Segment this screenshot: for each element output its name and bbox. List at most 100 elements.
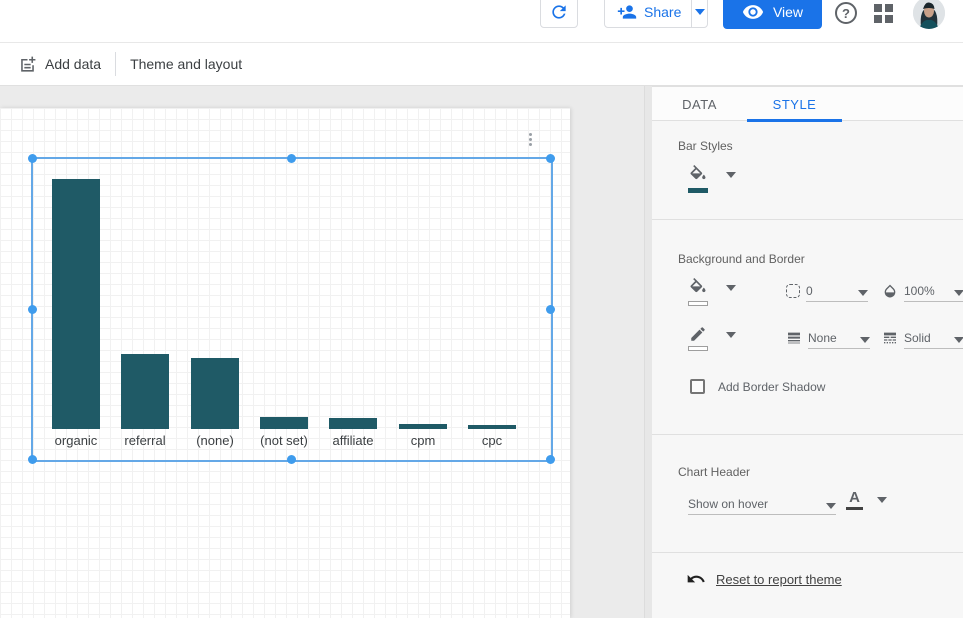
chevron-down-icon bbox=[726, 332, 736, 338]
add-data-label: Add data bbox=[45, 56, 102, 72]
workspace: organic referral (none) (not set) affiliate c… bbox=[0, 86, 963, 618]
refresh-icon bbox=[549, 2, 569, 22]
selection-handle[interactable] bbox=[28, 154, 37, 163]
paint-bucket-icon bbox=[688, 278, 708, 298]
section-title-background-border: Background and Border bbox=[678, 252, 805, 266]
opacity-icon bbox=[882, 283, 898, 299]
chart-menu-button[interactable] bbox=[524, 133, 536, 153]
line-style-icon bbox=[882, 330, 898, 346]
opacity-value: 100% bbox=[904, 283, 935, 298]
font-color-icon: A bbox=[846, 490, 863, 510]
help-button[interactable]: ? bbox=[835, 2, 857, 24]
reset-to-report-theme-link[interactable]: Reset to report theme bbox=[716, 571, 842, 587]
share-split-button: Share bbox=[604, 0, 708, 28]
undo-icon bbox=[686, 569, 706, 589]
chevron-down-icon bbox=[954, 337, 963, 343]
bar-color-swatch bbox=[688, 188, 708, 193]
corner-radius-value: 0 bbox=[806, 283, 813, 298]
tab-data[interactable]: DATA bbox=[682, 96, 717, 112]
avatar[interactable] bbox=[913, 0, 945, 29]
selection-handle[interactable] bbox=[546, 304, 555, 314]
chevron-down-icon bbox=[694, 9, 705, 15]
add-data-icon bbox=[18, 55, 37, 74]
app-bar: Share View ? bbox=[0, 0, 963, 43]
chevron-down-icon bbox=[877, 497, 887, 503]
chevron-down-icon bbox=[826, 503, 836, 509]
selection-handle[interactable] bbox=[28, 455, 37, 464]
apps-grid-button[interactable] bbox=[874, 4, 893, 23]
pencil-icon bbox=[689, 325, 707, 343]
share-dropdown-button[interactable] bbox=[691, 0, 707, 27]
opacity-field[interactable]: 100% bbox=[882, 280, 963, 302]
theme-layout-label: Theme and layout bbox=[130, 56, 243, 72]
bar[interactable] bbox=[329, 418, 377, 429]
add-border-shadow-checkbox[interactable] bbox=[690, 379, 705, 394]
bar[interactable] bbox=[260, 417, 308, 429]
section-title-bar-styles: Bar Styles bbox=[678, 139, 733, 153]
share-button[interactable]: Share bbox=[605, 0, 691, 27]
apps-grid-icon bbox=[874, 4, 882, 12]
panel-tab-bar: DATA STYLE bbox=[652, 87, 963, 122]
border-style-field[interactable]: Solid bbox=[882, 327, 963, 349]
bar[interactable] bbox=[399, 424, 447, 429]
section-divider bbox=[652, 219, 963, 220]
selection-handle[interactable] bbox=[546, 154, 555, 163]
chevron-down-icon bbox=[954, 290, 963, 296]
paint-bucket-icon bbox=[688, 165, 708, 185]
background-color-swatch bbox=[688, 301, 708, 306]
bar-label: affiliate bbox=[332, 433, 374, 448]
border-weight-field[interactable]: None bbox=[786, 327, 870, 349]
corner-radius-icon bbox=[786, 284, 800, 298]
view-button-label: View bbox=[772, 4, 804, 20]
style-properties-panel: DATA STYLE Bar Styles Background and Bor… bbox=[652, 86, 963, 618]
panel-scrollbar[interactable] bbox=[644, 86, 652, 618]
bar-label: cpm bbox=[410, 433, 436, 448]
bar-fill-color-control[interactable] bbox=[688, 165, 736, 193]
section-divider bbox=[652, 552, 963, 553]
bar-label: organic bbox=[54, 433, 98, 448]
chevron-down-icon bbox=[726, 172, 736, 178]
bar-label: (none) bbox=[196, 433, 234, 448]
refresh-button[interactable] bbox=[540, 0, 578, 28]
bar-label: cpc bbox=[481, 433, 503, 448]
bar-label: referral bbox=[124, 433, 166, 448]
share-button-label: Share bbox=[644, 4, 682, 20]
chart-selection-box[interactable] bbox=[28, 154, 555, 464]
reset-to-theme-row[interactable]: Reset to report theme bbox=[686, 569, 842, 589]
view-button[interactable]: View bbox=[723, 0, 822, 29]
corner-radius-field[interactable]: 0 bbox=[786, 280, 868, 302]
section-divider bbox=[652, 434, 963, 435]
tab-style[interactable]: STYLE bbox=[747, 87, 842, 122]
chart-header-visibility-value: Show on hover bbox=[688, 496, 769, 511]
bar[interactable] bbox=[191, 358, 239, 429]
background-color-control[interactable] bbox=[688, 278, 736, 306]
line-weight-icon bbox=[786, 330, 802, 346]
selection-handle[interactable] bbox=[287, 154, 296, 163]
chevron-down-icon bbox=[860, 337, 870, 343]
selection-handle[interactable] bbox=[546, 455, 555, 464]
add-border-shadow-row[interactable]: Add Border Shadow bbox=[690, 379, 825, 394]
toolbar-divider bbox=[115, 52, 117, 76]
bar[interactable] bbox=[52, 179, 100, 429]
add-border-shadow-label: Add Border Shadow bbox=[718, 379, 826, 394]
header-font-color-control[interactable]: A bbox=[846, 490, 887, 510]
add-data-button[interactable]: Add data bbox=[0, 43, 115, 85]
theme-and-layout-button[interactable]: Theme and layout bbox=[116, 43, 256, 85]
selection-handle[interactable] bbox=[28, 304, 37, 314]
bar[interactable] bbox=[468, 425, 516, 429]
person-add-icon bbox=[617, 2, 637, 22]
selection-handle[interactable] bbox=[287, 455, 296, 464]
section-title-chart-header: Chart Header bbox=[678, 465, 751, 479]
border-color-swatch bbox=[688, 346, 708, 351]
more-vert-icon bbox=[528, 133, 532, 136]
report-canvas[interactable]: organic referral (none) (not set) affiliate c… bbox=[0, 108, 570, 618]
chart-header-visibility-select[interactable]: Show on hover bbox=[688, 493, 836, 515]
help-icon: ? bbox=[842, 5, 850, 21]
chevron-down-icon bbox=[726, 285, 736, 291]
chevron-down-icon bbox=[858, 290, 868, 296]
eye-icon bbox=[742, 1, 764, 23]
edit-toolbar: Add data Theme and layout bbox=[0, 43, 963, 86]
bar-label: (not set) bbox=[260, 433, 308, 448]
bar[interactable] bbox=[121, 354, 169, 429]
border-color-control[interactable] bbox=[688, 325, 736, 351]
